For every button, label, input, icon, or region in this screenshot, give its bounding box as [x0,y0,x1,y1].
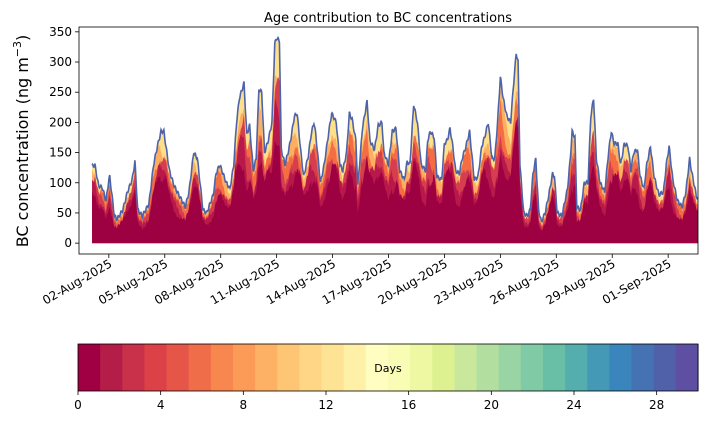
y-axis-label-close: ) [13,35,32,41]
colorbar-segment [100,344,123,391]
colorbar-tick-label: 28 [649,398,664,412]
colorbar-segment [410,344,433,391]
y-axis: 0 50 100 150 200 250 300 350 [49,25,79,250]
colorbar-tick-label: 20 [484,398,499,412]
colorbar-tick-label: 0 [74,398,82,412]
colorbar-segment [365,344,389,391]
colorbar-segment [476,344,500,391]
colorbar-segment [631,344,655,391]
colorbar-segment [210,344,234,391]
colorbar-segment [144,344,168,391]
svg-text:BC concentration (ng m−3): BC concentration (ng m−3) [11,35,32,248]
colorbar-tick-label: 4 [157,398,165,412]
colorbar-segment [520,344,544,391]
colorbar-segment [166,344,190,391]
colorbar-tick-label: 24 [566,398,581,412]
colorbar-tick-label: 16 [401,398,416,412]
colorbar-segment [277,344,301,391]
colorbar-segment [388,344,411,391]
colorbar-segment [498,344,522,391]
plot-area [91,35,698,244]
y-tick-label: 100 [49,176,72,190]
colorbar-segment [321,344,345,391]
colorbar-segment [609,344,633,391]
colorbar-segment [122,344,146,391]
colorbar-segment [565,344,588,391]
colorbar-tick-label: 8 [240,398,248,412]
y-tick-label: 350 [49,25,72,39]
colorbar-segment [675,344,699,391]
colorbar-segment [343,344,367,391]
colorbar-frame [77,343,699,392]
y-axis-label-exponent: −3 [11,41,24,57]
y-tick-label: 0 [64,236,72,250]
colorbar-segment [432,344,456,391]
y-tick-label: 50 [57,206,72,220]
colorbar-segment [233,344,256,391]
y-axis-label-main: BC concentration (ng m [13,57,32,247]
colorbar-tick-label: 12 [318,398,333,412]
colorbar-segment [454,344,478,391]
colorbar [78,344,699,391]
y-axis-label: BC concentration (ng m−3) [11,35,32,248]
y-tick-label: 150 [49,146,72,160]
y-tick-label: 200 [49,115,72,129]
y-tick-label: 300 [49,55,72,69]
y-tick-label: 250 [49,85,72,99]
x-axis: 02-Aug-202505-Aug-202508-Aug-202511-Aug-… [40,254,674,307]
colorbar-segment [188,344,212,391]
colorbar-segment [299,344,323,391]
colorbar-segment [255,344,278,391]
colorbar-segment [78,344,101,391]
chart-title: Age contribution to BC concentrations [264,11,512,26]
colorbar-segment [587,344,611,391]
colorbar-segment [543,344,566,391]
colorbar-axis: 0 4 8 12 16 20 24 28 [74,391,664,412]
colorbar-label: Days [374,362,402,375]
total-concentration-line [91,35,698,223]
age-band-area [92,120,698,244]
colorbar-segment [653,344,677,391]
